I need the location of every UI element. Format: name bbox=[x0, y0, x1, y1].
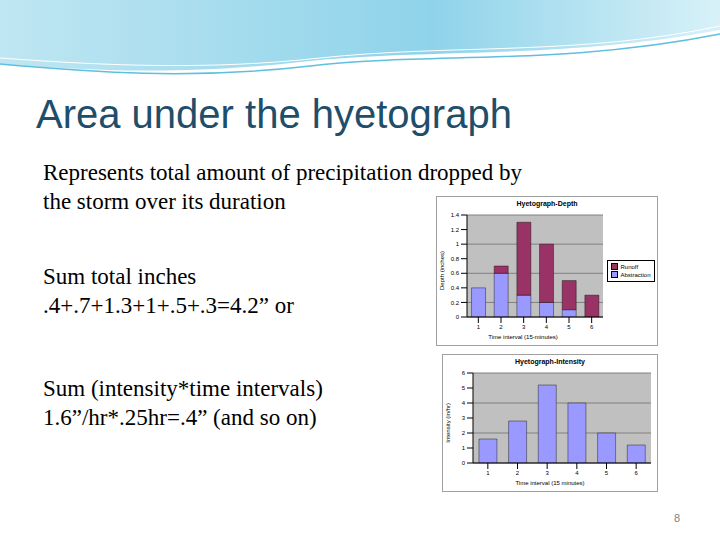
svg-text:2: 2 bbox=[516, 470, 520, 476]
html-text:Sum (intensity*time intervals): Sum (intensity*time intervals) bbox=[43, 376, 323, 401]
svg-text:6: 6 bbox=[634, 470, 638, 476]
svg-text:2: 2 bbox=[462, 430, 466, 436]
html-text:.4+.7+1.3+1+.5+.3=4.2” or: .4+.7+1.3+1+.5+.3=4.2” or bbox=[43, 293, 294, 318]
svg-text:0: 0 bbox=[462, 460, 466, 466]
svg-text:1: 1 bbox=[456, 241, 460, 247]
html-text:Depth (inches): Depth (inches) bbox=[439, 251, 445, 291]
html-text:Hyetograph-Depth: Hyetograph-Depth bbox=[516, 200, 578, 207]
html-text:8: 8 bbox=[674, 512, 681, 524]
svg-text:5: 5 bbox=[605, 470, 609, 476]
html-text:Time interval (15-minutes): Time interval (15-minutes) bbox=[488, 334, 558, 340]
svg-text:1: 1 bbox=[486, 470, 490, 476]
html-text:Intensity (in/hr): Intensity (in/hr) bbox=[445, 403, 451, 443]
svg-text:4: 4 bbox=[545, 324, 549, 330]
svg-text:4: 4 bbox=[462, 400, 466, 406]
svg-text:3: 3 bbox=[522, 324, 526, 330]
svg-text:6: 6 bbox=[462, 370, 466, 376]
svg-text:5: 5 bbox=[462, 385, 466, 391]
svg-text:6: 6 bbox=[590, 324, 594, 330]
html-text:Represents total amount of pre: Represents total amount of precipitation… bbox=[43, 160, 522, 185]
svg-text:0.8: 0.8 bbox=[451, 256, 460, 262]
svg-text:0.6: 0.6 bbox=[451, 270, 460, 276]
svg-text:1.4: 1.4 bbox=[451, 212, 460, 218]
html-text:Time interval (15 minutes): Time interval (15 minutes) bbox=[515, 480, 585, 486]
html-text:Sum total inches: Sum total inches bbox=[43, 264, 197, 289]
svg-text:1.2: 1.2 bbox=[451, 227, 460, 233]
html-text:Runoff: Runoff bbox=[620, 263, 639, 270]
html-text:the storm over its duration: the storm over its duration bbox=[43, 189, 286, 214]
svg-text:3: 3 bbox=[462, 415, 466, 421]
svg-text:5: 5 bbox=[567, 324, 571, 330]
html-text:Hyetograph-Intensity: Hyetograph-Intensity bbox=[515, 358, 585, 365]
html-text:1.6”/hr*.25hr=.4” (and so on): 1.6”/hr*.25hr=.4” (and so on) bbox=[43, 405, 317, 430]
html-text:Abstraction: Abstraction bbox=[620, 271, 651, 278]
svg-text:3: 3 bbox=[545, 470, 549, 476]
svg-text:0.4: 0.4 bbox=[451, 285, 460, 291]
svg-text:1: 1 bbox=[477, 324, 481, 330]
svg-text:2: 2 bbox=[499, 324, 503, 330]
svg-text:1: 1 bbox=[462, 445, 466, 451]
svg-text:0: 0 bbox=[456, 314, 460, 320]
html-text:Area under the hyetograph: Area under the hyetograph bbox=[36, 92, 512, 136]
svg-text:4: 4 bbox=[575, 470, 579, 476]
svg-text:0.2: 0.2 bbox=[451, 300, 460, 306]
